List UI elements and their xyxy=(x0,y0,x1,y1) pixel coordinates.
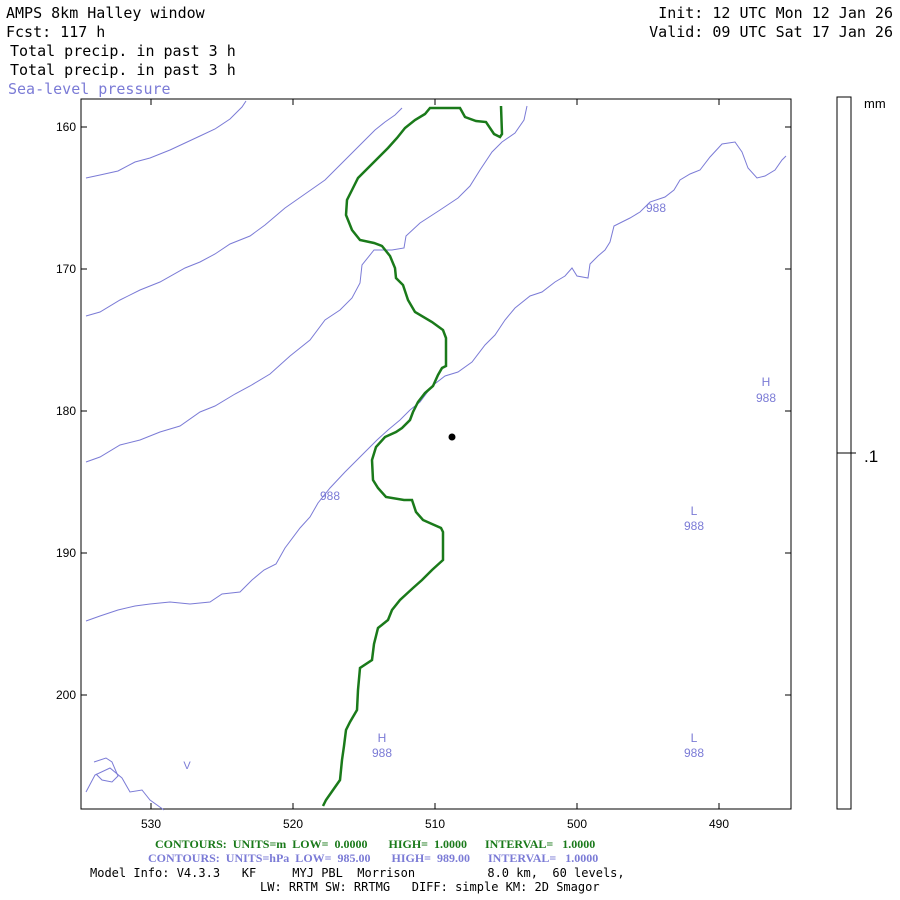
physics-info: LW: RRTM SW: RRTMG DIFF: simple KM: 2D S… xyxy=(260,880,600,894)
isobar-line xyxy=(85,100,247,179)
x-axis-ticks xyxy=(150,99,720,809)
field-label-precip-1: Total precip. in past 3 h xyxy=(10,42,236,60)
high-pressure-letter-east: H xyxy=(762,375,771,389)
valid-time: Valid: 09 UTC Sat 17 Jan 26 xyxy=(649,23,893,41)
low-pressure-letter-south: L xyxy=(691,731,698,745)
high-pressure-value-east: 988 xyxy=(756,391,776,405)
coast-contour xyxy=(93,757,119,783)
map-frame xyxy=(80,98,792,810)
y-tick-label-180: 180 xyxy=(56,404,76,418)
y-axis-ticks xyxy=(81,126,791,696)
isobar-label-988-left: 988 xyxy=(320,489,340,503)
y-tick-label-160: 160 xyxy=(56,120,76,134)
init-time: Init: 12 UTC Mon 12 Jan 26 xyxy=(658,4,893,22)
field-label-pressure: Sea-level pressure xyxy=(8,80,171,98)
isobar-line xyxy=(85,105,528,463)
coast-contour xyxy=(85,767,165,811)
low-pressure-letter-mid: L xyxy=(691,504,698,518)
low-pressure-value-mid: 988 xyxy=(684,519,704,533)
precip-contour xyxy=(321,105,504,807)
x-tick-label-530: 530 xyxy=(141,817,161,831)
isobar-line xyxy=(85,141,787,622)
isobar-line xyxy=(85,107,403,317)
y-tick-label-190: 190 xyxy=(56,546,76,560)
x-tick-label-500: 500 xyxy=(567,817,587,831)
high-pressure-value-south: 988 xyxy=(372,746,392,760)
forecast-hour: Fcst: 117 h xyxy=(6,23,106,41)
x-tick-label-490: 490 xyxy=(709,817,729,831)
model-info: Model Info: V4.3.3 KF MYJ PBL Morrison 8… xyxy=(90,866,625,880)
map-title: AMPS 8km Halley window xyxy=(6,4,205,22)
low-pressure-value-south: 988 xyxy=(684,746,704,760)
contours-precip-info: CONTOURS: UNITS=m LOW= 0.0000 HIGH= 1.00… xyxy=(155,837,595,851)
y-tick-label-200: 200 xyxy=(56,688,76,702)
pressure-contours xyxy=(85,100,787,811)
colorbar-unit: mm xyxy=(864,96,886,111)
y-tick-label-170: 170 xyxy=(56,262,76,276)
colorbar-level-label: .1 xyxy=(864,447,878,466)
isobar-label-988-top: 988 xyxy=(646,201,666,215)
x-tick-label-510: 510 xyxy=(425,817,445,831)
high-pressure-letter-south: H xyxy=(378,731,387,745)
small-v-marker: V xyxy=(183,760,191,772)
x-tick-label-520: 520 xyxy=(283,817,303,831)
field-label-precip-2: Total precip. in past 3 h xyxy=(10,61,236,79)
contours-pressure-info: CONTOURS: UNITS=hPa LOW= 985.00 HIGH= 98… xyxy=(148,851,598,865)
station-marker xyxy=(448,433,456,441)
